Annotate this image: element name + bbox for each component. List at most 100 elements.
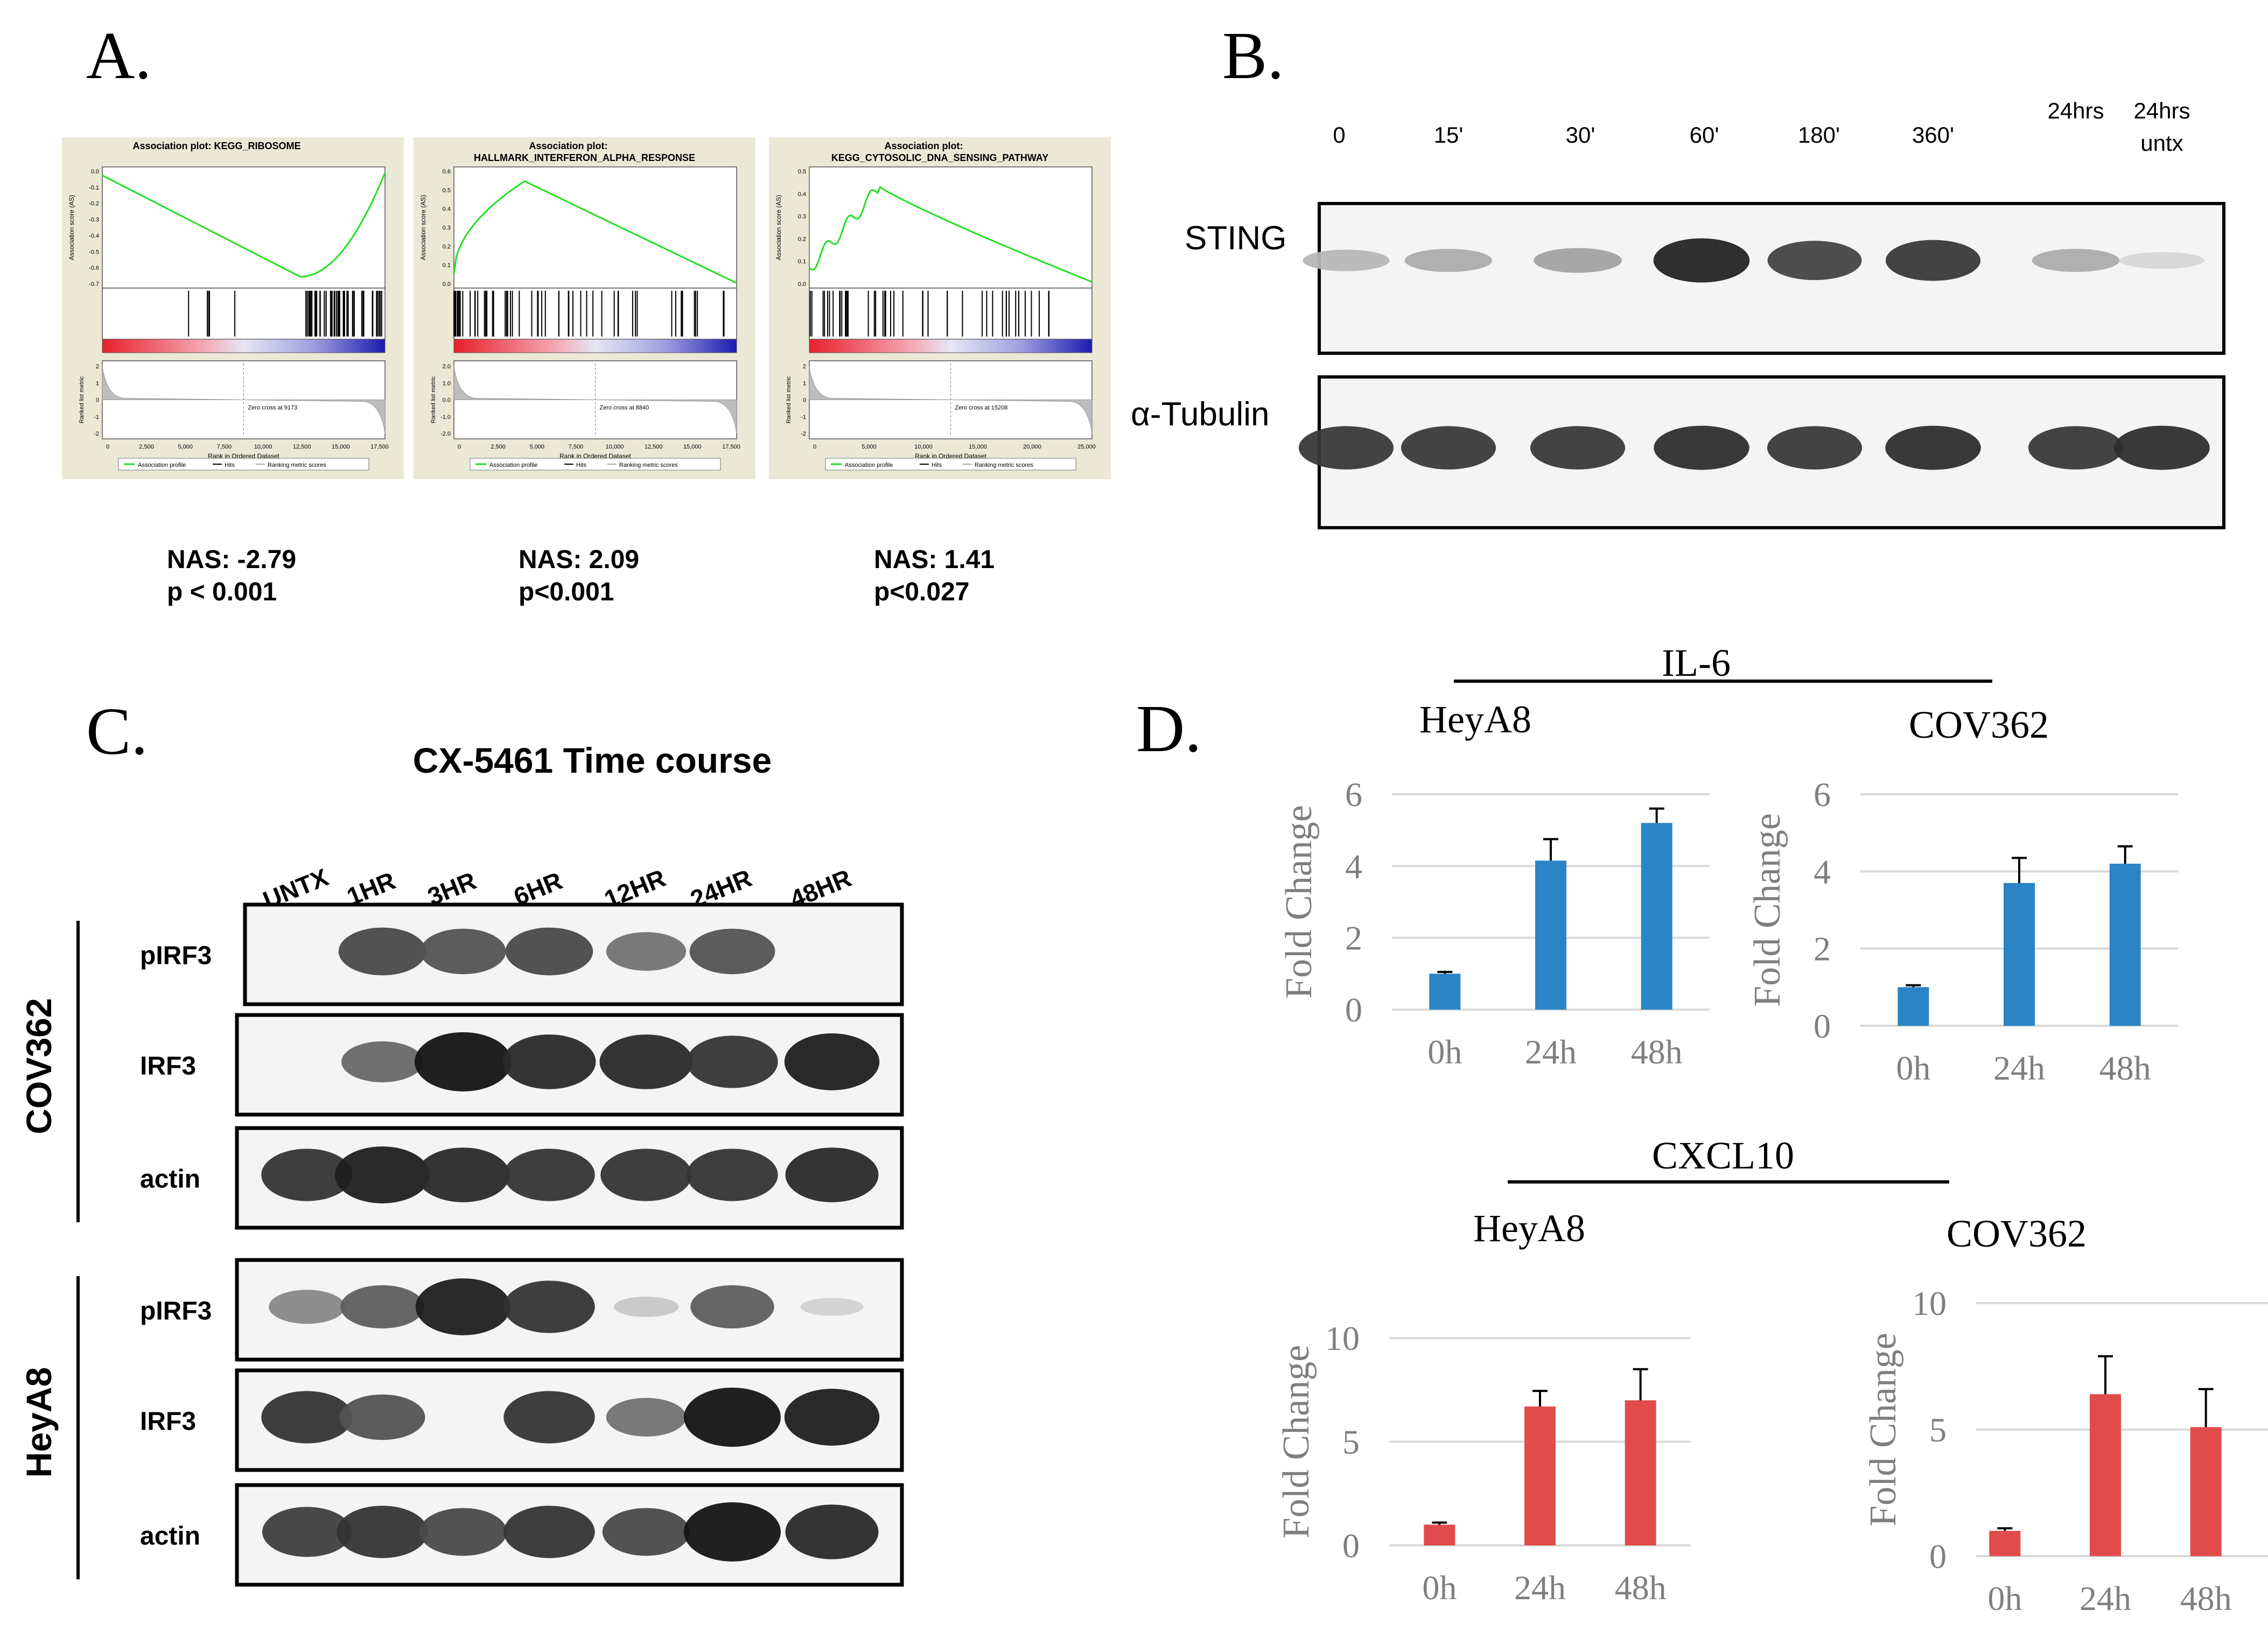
blot-c-band: [261, 1391, 353, 1444]
gsea-xtick-label: 12,500: [293, 444, 311, 450]
bar-chart-xtick-label: 24h: [1993, 1049, 2045, 1087]
blot-c-row-label: actin: [140, 1165, 200, 1194]
bar-chart-bar: [1429, 974, 1461, 1010]
gsea-metric-ytick-label: 2: [96, 363, 99, 370]
gsea-p-value: p < 0.001: [167, 578, 277, 606]
bar-chart-bar: [1535, 860, 1566, 1010]
gsea-xtick-label: 7,500: [217, 444, 232, 450]
blot-c-group-label: HeyA8: [19, 1367, 59, 1478]
blot-c-band: [784, 1389, 880, 1446]
bar-chart-ytick-label: 0: [1929, 1537, 1947, 1576]
blot-b-timepoint-label: 24hrs: [2047, 98, 2104, 123]
gsea-ytick-label: 0.1: [443, 262, 451, 269]
gsea-legend-entry: Ranking metric scores: [268, 462, 326, 468]
blot-b-timepoint-label: 180': [1798, 122, 1840, 148]
blot-b-band: [2032, 249, 2120, 272]
bar-chart-bar: [2109, 864, 2141, 1026]
bar-chart-ytick-label: 5: [1929, 1411, 1947, 1449]
gsea-ytick-label: 0.5: [443, 187, 451, 194]
bar-chart-ytick-label: 10: [1912, 1284, 1947, 1322]
gsea-title: Association plot:: [529, 141, 607, 151]
gsea-xtick-label: 5,000: [530, 444, 545, 450]
blot-c-band: [785, 1147, 879, 1202]
blot-b-band: [2119, 252, 2204, 269]
gsea-title: Association plot: KEGG_RIBOSOME: [132, 141, 300, 151]
gsea-legend-box: [825, 458, 1076, 471]
blot-c-band: [606, 932, 687, 971]
blot-b-band: [1653, 238, 1750, 283]
gsea-zero-cross-label: Zero cross at 15208: [955, 405, 1008, 411]
blot-c-row-label: IRF3: [140, 1052, 196, 1081]
blot-c-band: [784, 1033, 880, 1090]
gsea-metric-ytick-label: 0: [803, 397, 806, 404]
gsea-nas-value: NAS: 1.41: [874, 545, 995, 574]
gsea-metric-ytick-label: 0.0: [443, 397, 451, 404]
bar-chart-ytick-label: 4: [1345, 847, 1362, 885]
gsea-xtick-label: 20,000: [1023, 444, 1041, 450]
gsea-legend-entry: Hits: [576, 462, 586, 468]
blot-c-band: [684, 1502, 781, 1562]
gsea-xtick-label: 0: [106, 444, 109, 450]
bar-chart-xtick-label: 0h: [1427, 1033, 1462, 1071]
gsea-xtick-label: 15,000: [332, 444, 350, 450]
gsea-ytick-label: 0.1: [798, 258, 806, 265]
il6-group-title: IL-6: [1662, 641, 1731, 684]
bar-chart-ytick-label: 2: [1345, 919, 1362, 957]
gsea-legend-box: [470, 458, 721, 471]
bar-chart-ylabel: Fold Change: [1276, 1345, 1317, 1539]
blot-b-band: [1530, 426, 1626, 470]
blot-b-band: [1654, 425, 1749, 470]
bar-chart-ylabel: Fold Change: [1863, 1333, 1904, 1527]
bar-chart-title: HeyA8: [1473, 1207, 1585, 1250]
bar-chart-xtick-label: 0h: [1422, 1569, 1457, 1607]
gsea-score-area: [453, 166, 737, 289]
gsea-legend-entry: Hits: [932, 462, 942, 468]
blot-c-band: [599, 1034, 693, 1089]
blot-c-band: [337, 1506, 428, 1558]
blot-b-band: [1401, 426, 1496, 470]
gsea-xtick-label: 17,500: [370, 444, 389, 450]
blot-c-band: [420, 928, 506, 975]
blot-b-timepoint-label: 60': [1690, 122, 1719, 148]
gsea-ytick-label: 0.2: [443, 243, 451, 250]
gsea-metric-ytick-label: 2: [803, 363, 806, 370]
gsea-metric-ytick-label: 1.0: [443, 380, 451, 387]
blot-c-band: [341, 1041, 423, 1082]
blot-c-band: [689, 928, 775, 975]
gsea-xtick-label: 5,000: [862, 444, 877, 450]
gsea-score-area: [809, 166, 1093, 289]
bar-chart-ytick-label: 0: [1345, 991, 1362, 1029]
bar-chart-ytick-label: 10: [1325, 1319, 1360, 1357]
gsea-rank-color-bar: [102, 339, 386, 353]
blot-c-band: [261, 1149, 353, 1201]
gsea-hits-area: [102, 288, 386, 340]
blot-b-band: [1404, 249, 1493, 272]
blot-c-band: [415, 1032, 512, 1091]
blot-b-band: [1534, 248, 1622, 273]
gsea-metric-ytick-label: -2: [94, 431, 99, 437]
gsea-p-value: p<0.001: [519, 578, 614, 606]
blot-b-band: [1885, 240, 1981, 281]
bar-chart-bar: [1641, 823, 1672, 1010]
gsea-ytick-label: -0.5: [89, 249, 99, 255]
blot-c-row-label: actin: [140, 1522, 200, 1551]
blot-b-timepoint-label: untx: [2140, 130, 2183, 156]
blot-b-band: [2028, 426, 2124, 470]
blot-b-row-label: STING: [1185, 220, 1286, 257]
blot-b-band: [1298, 426, 1394, 470]
blot-c-band: [338, 927, 426, 976]
panel-label-a: A.: [86, 19, 152, 93]
bar-chart-ytick-label: 6: [1345, 775, 1362, 814]
gsea-xtick-label: 12,500: [645, 444, 663, 450]
gsea-metric-ytick-label: -2: [801, 431, 806, 437]
blot-c-band: [687, 1149, 778, 1201]
bar-chart-title: HeyA8: [1419, 698, 1531, 741]
gsea-title: Association plot:: [884, 141, 963, 151]
bar-chart-ytick-label: 5: [1342, 1423, 1360, 1461]
gsea-title: HALLMARK_INTERFERON_ALPHA_RESPONSE: [474, 152, 695, 163]
blot-c-title: CX-5461 Time course: [413, 740, 772, 780]
gsea-association-profile-line: [809, 185, 1093, 283]
blot-c-band: [340, 1285, 424, 1329]
